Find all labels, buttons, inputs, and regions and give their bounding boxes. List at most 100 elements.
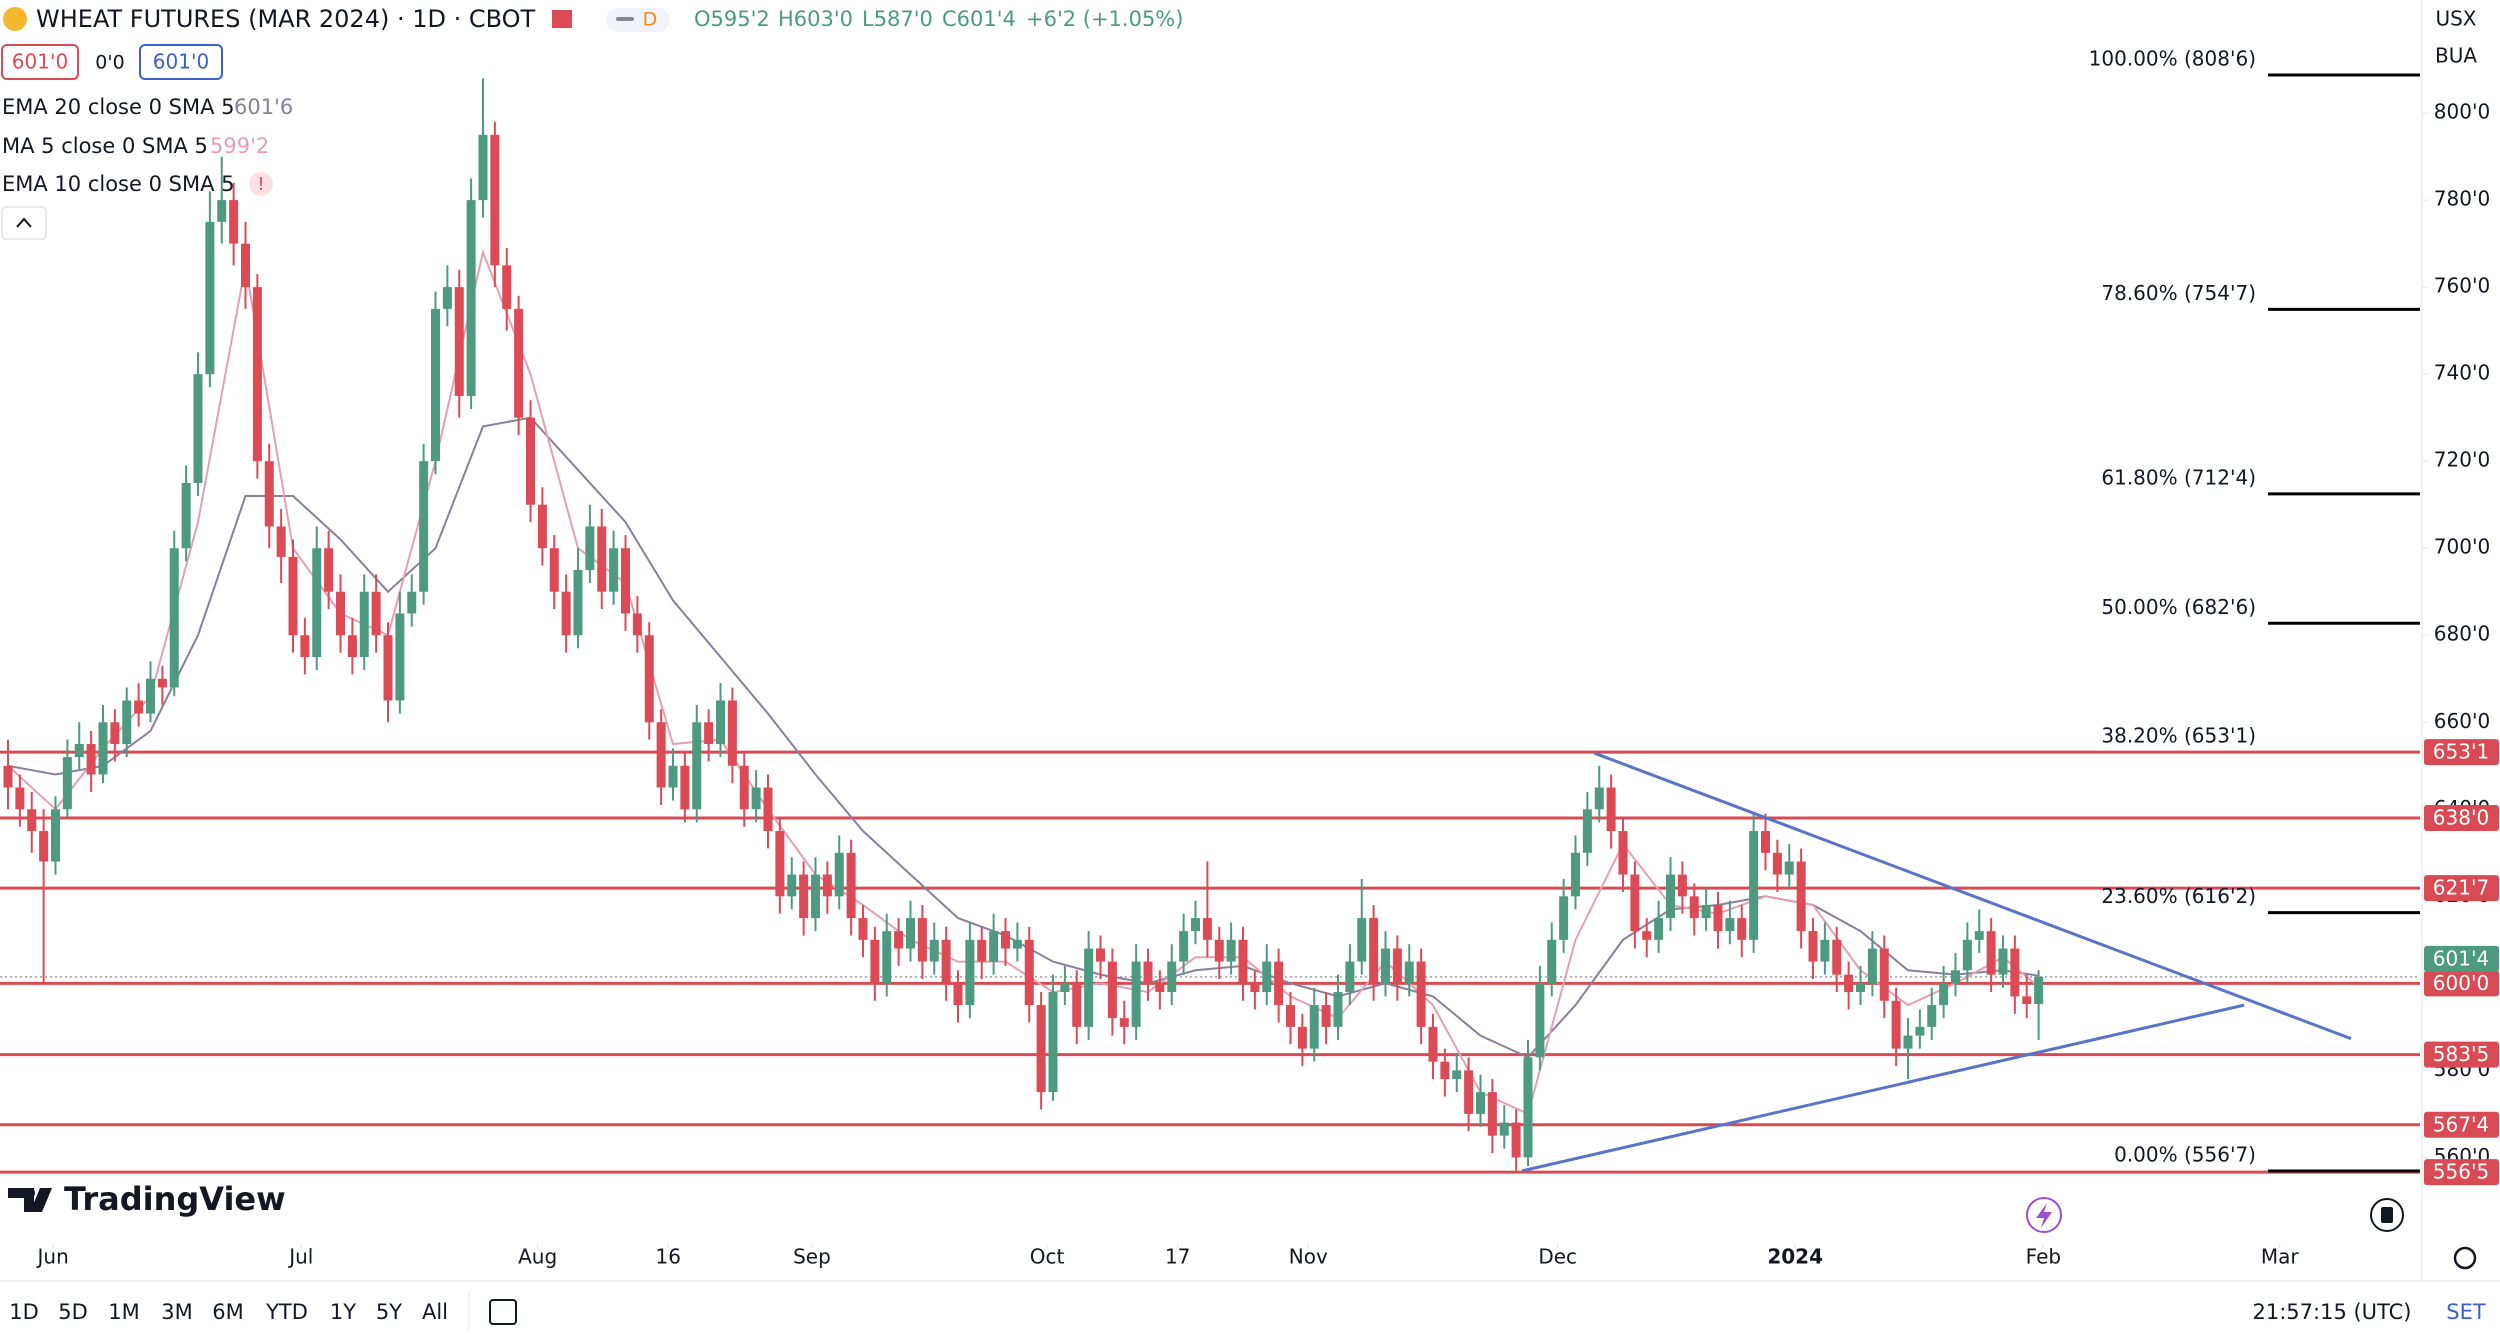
candle-body	[989, 931, 999, 962]
candle-body	[597, 526, 607, 592]
x-tick-label: 2024	[1767, 1245, 1823, 1269]
trendline	[1521, 1003, 2245, 1173]
candle-body	[347, 635, 357, 657]
candle-body	[3, 765, 13, 788]
candle-body	[1036, 1005, 1046, 1093]
price-label-box	[2424, 1111, 2499, 1138]
candle-body	[1998, 948, 2008, 975]
settings-button[interactable]	[2453, 1246, 2477, 1270]
candle-body	[1072, 983, 1082, 1027]
range-button[interactable]: 1D	[9, 1300, 39, 1324]
candle-body	[1939, 983, 1949, 1006]
visibility-pill[interactable]	[606, 8, 670, 32]
y-tick-label: 660'0	[2434, 709, 2490, 733]
range-button[interactable]: 5Y	[376, 1300, 402, 1324]
range-button[interactable]: YTD	[265, 1300, 308, 1324]
buy-box[interactable]	[139, 44, 223, 80]
currency[interactable]: USX	[2435, 7, 2476, 31]
candle-body	[1761, 831, 1770, 853]
candle-body	[1084, 948, 1094, 1027]
candle-body	[1986, 931, 1996, 975]
candle-body	[561, 591, 571, 636]
fib-label: 50.00% (682'6)	[2101, 595, 2256, 619]
range-button[interactable]: 1M	[108, 1300, 139, 1324]
candle-body	[1891, 1000, 1901, 1049]
candle-body	[252, 287, 262, 462]
collapse-button[interactable]	[1, 206, 47, 240]
candle-body	[39, 831, 49, 862]
candle-body	[1107, 961, 1117, 1019]
price-label-box	[2424, 804, 2499, 831]
candle-body	[205, 221, 215, 375]
candle-body	[609, 548, 619, 592]
candle-body	[1974, 931, 1984, 940]
fib-label: 38.20% (653'1)	[2101, 724, 2256, 748]
indicator-value: 601'6	[234, 95, 293, 119]
indicator-name[interactable]: EMA 20 close 0 SMA 5	[2, 95, 234, 119]
sell-box[interactable]	[1, 44, 79, 80]
ohlc-change: +6'2 (+1.05%)	[1026, 7, 1183, 31]
candle-body	[1559, 896, 1569, 940]
candle-body	[1214, 939, 1224, 962]
candle-body	[1725, 918, 1735, 932]
candle-body	[585, 526, 595, 570]
indicator-name[interactable]: MA 5 close 0 SMA 5	[2, 134, 208, 158]
candle-body	[1238, 939, 1248, 984]
candle-body	[775, 831, 785, 897]
fib-label: 100.00% (808'6)	[2089, 47, 2256, 71]
candle-body	[751, 787, 761, 810]
candle-body	[1844, 974, 1854, 993]
candle-body	[953, 983, 963, 1006]
candle-body	[1392, 948, 1402, 984]
candle-body	[704, 722, 714, 745]
candle-body	[811, 874, 820, 919]
candle-body	[1167, 961, 1177, 993]
symbol-title: WHEAT FUTURES (MAR 2024) · 1D · CBOT	[36, 5, 536, 33]
symbol-icon	[3, 7, 27, 31]
tv-logo: TradingView	[8, 1180, 286, 1218]
candle-body	[656, 722, 666, 788]
candle-body	[1772, 852, 1782, 875]
candle-body	[680, 765, 690, 810]
range-button[interactable]: 6M	[212, 1300, 243, 1324]
candle-body	[1571, 852, 1580, 897]
warning-icon	[249, 172, 273, 196]
candle-body	[1594, 787, 1604, 810]
candle-body	[407, 591, 417, 614]
candle-body	[1226, 939, 1236, 962]
candle-body	[122, 700, 132, 745]
flag-icon[interactable]	[552, 10, 572, 28]
candle-body	[1547, 939, 1557, 984]
candle-body	[1476, 1092, 1485, 1114]
x-tick-label: Sep	[793, 1245, 831, 1269]
range-button[interactable]: 3M	[161, 1300, 192, 1324]
x-tick-label: Aug	[518, 1245, 557, 1269]
candle-body	[1701, 905, 1711, 919]
x-tick-label: Oct	[1030, 1245, 1065, 1269]
logo-mark	[8, 1188, 52, 1212]
price-label-box	[2424, 875, 2499, 902]
candle-body	[1737, 918, 1747, 940]
price-label: 638'0	[2433, 805, 2489, 829]
range-button[interactable]: 1Y	[330, 1300, 356, 1324]
range-button[interactable]: 5D	[58, 1300, 88, 1324]
range-button[interactable]: All	[422, 1300, 448, 1324]
candle-body	[1191, 918, 1200, 932]
candle-body	[62, 757, 72, 810]
unit[interactable]: BUA	[2435, 44, 2477, 68]
x-tick-label: Feb	[2026, 1245, 2061, 1269]
indicator-name[interactable]: EMA 10 close 0 SMA 5	[2, 172, 234, 196]
candle-body	[74, 744, 84, 758]
price-label-box	[2424, 945, 2499, 972]
candle-body	[941, 939, 951, 984]
candle-body	[632, 613, 642, 636]
session[interactable]: SET	[2446, 1300, 2486, 1324]
price-label: 600'0	[2433, 971, 2489, 995]
candle-body	[86, 744, 96, 775]
price-label: 583'5	[2433, 1042, 2489, 1066]
candle-body	[917, 918, 927, 962]
calendar-button[interactable]	[489, 1299, 517, 1325]
candle-body	[787, 874, 797, 897]
candle-body	[1143, 961, 1153, 984]
